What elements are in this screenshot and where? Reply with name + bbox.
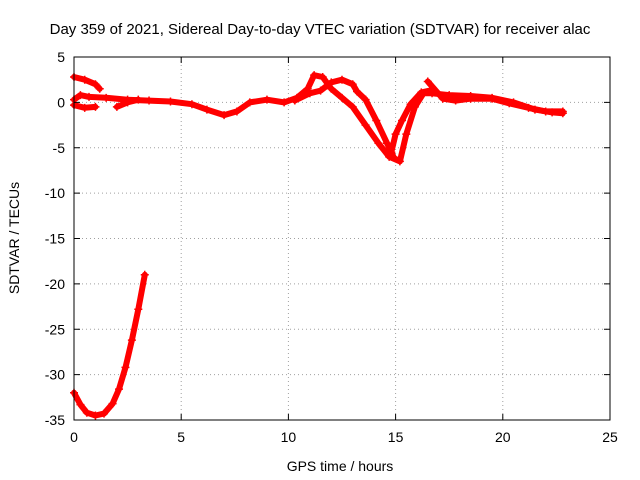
data-point bbox=[140, 270, 149, 279]
data-point bbox=[395, 157, 404, 166]
series-5 bbox=[290, 75, 398, 161]
series-7 bbox=[423, 77, 567, 116]
data-point bbox=[80, 75, 89, 84]
series-line bbox=[71, 271, 148, 419]
data-point bbox=[85, 92, 94, 101]
data-point bbox=[372, 116, 381, 125]
data-point bbox=[102, 93, 111, 102]
data-point bbox=[488, 94, 497, 103]
series-layer bbox=[70, 71, 567, 420]
data-point bbox=[108, 399, 117, 408]
x-axis-label: GPS time / hours bbox=[287, 458, 394, 474]
series-6 bbox=[387, 86, 434, 157]
data-point bbox=[262, 95, 271, 104]
data-point bbox=[361, 121, 370, 130]
data-point bbox=[91, 80, 100, 89]
data-point bbox=[123, 98, 132, 107]
data-point bbox=[100, 409, 109, 418]
data-point bbox=[121, 363, 130, 372]
data-point bbox=[187, 100, 196, 109]
data-point bbox=[383, 139, 392, 148]
data-point bbox=[438, 94, 447, 103]
y-tick-label: 0 bbox=[57, 94, 65, 110]
data-point bbox=[338, 75, 346, 84]
data-point bbox=[391, 130, 400, 139]
data-point bbox=[80, 103, 89, 112]
data-point bbox=[361, 95, 370, 104]
series-8 bbox=[70, 270, 149, 420]
data-point bbox=[353, 87, 362, 96]
data-point bbox=[134, 305, 143, 314]
x-tick-label: 10 bbox=[281, 429, 297, 445]
data-point bbox=[541, 107, 550, 116]
data-point bbox=[76, 400, 85, 409]
y-tick-label: -15 bbox=[45, 231, 65, 247]
data-point bbox=[417, 88, 426, 97]
data-point bbox=[387, 148, 396, 157]
data-point bbox=[327, 78, 336, 87]
data-point bbox=[316, 86, 325, 95]
data-point bbox=[348, 102, 357, 111]
series-1 bbox=[70, 71, 567, 166]
data-point bbox=[145, 96, 154, 105]
axis-ticks: 0 5 10 15 20 25 5 0 -5 -10 -15 -20 -25 -30 -35 bbox=[45, 49, 618, 445]
chart-title: Day 359 of 2021, Sidereal Day-to-day VTE… bbox=[50, 21, 591, 38]
x-tick-label: 15 bbox=[388, 429, 404, 445]
series-2 bbox=[70, 72, 104, 93]
y-tick-label: -35 bbox=[45, 412, 65, 428]
data-point bbox=[232, 107, 241, 116]
data-point bbox=[91, 102, 100, 111]
data-point bbox=[290, 96, 299, 105]
y-tick-label: -5 bbox=[53, 140, 66, 156]
series-4 bbox=[112, 95, 143, 111]
data-point bbox=[305, 89, 314, 98]
y-axis-label: SDTVAR / TECUs bbox=[6, 182, 22, 294]
data-point bbox=[558, 107, 567, 116]
data-point bbox=[76, 91, 85, 100]
data-point bbox=[310, 71, 319, 80]
y-tick-label: 5 bbox=[57, 49, 65, 65]
data-point bbox=[348, 80, 357, 89]
data-point bbox=[112, 102, 121, 111]
data-point bbox=[245, 98, 254, 107]
x-tick-label: 25 bbox=[602, 429, 618, 445]
data-point bbox=[95, 84, 104, 93]
y-tick-label: -10 bbox=[45, 185, 65, 201]
data-point bbox=[166, 97, 175, 106]
data-point bbox=[451, 96, 460, 105]
data-point bbox=[524, 103, 533, 112]
data-point bbox=[398, 116, 407, 125]
data-point bbox=[202, 105, 211, 114]
y-tick-label: -30 bbox=[45, 367, 65, 383]
data-point bbox=[338, 93, 346, 102]
data-point bbox=[406, 100, 415, 109]
y-tick-label: -25 bbox=[45, 321, 65, 337]
x-tick-label: 5 bbox=[177, 429, 185, 445]
data-point bbox=[402, 130, 411, 139]
data-point bbox=[91, 411, 100, 420]
data-point bbox=[115, 385, 124, 394]
y-tick-label: -20 bbox=[45, 276, 65, 292]
grid bbox=[74, 57, 610, 420]
data-point bbox=[466, 94, 475, 103]
data-point bbox=[220, 111, 229, 120]
data-point bbox=[318, 72, 327, 81]
x-tick-label: 0 bbox=[70, 429, 78, 445]
data-point bbox=[82, 408, 91, 417]
data-point bbox=[127, 336, 136, 345]
data-point bbox=[280, 98, 289, 107]
data-point bbox=[423, 77, 432, 86]
data-point bbox=[505, 99, 514, 108]
data-point bbox=[374, 139, 383, 148]
x-tick-label: 20 bbox=[495, 429, 511, 445]
series-line bbox=[71, 74, 103, 92]
data-point bbox=[134, 95, 143, 104]
